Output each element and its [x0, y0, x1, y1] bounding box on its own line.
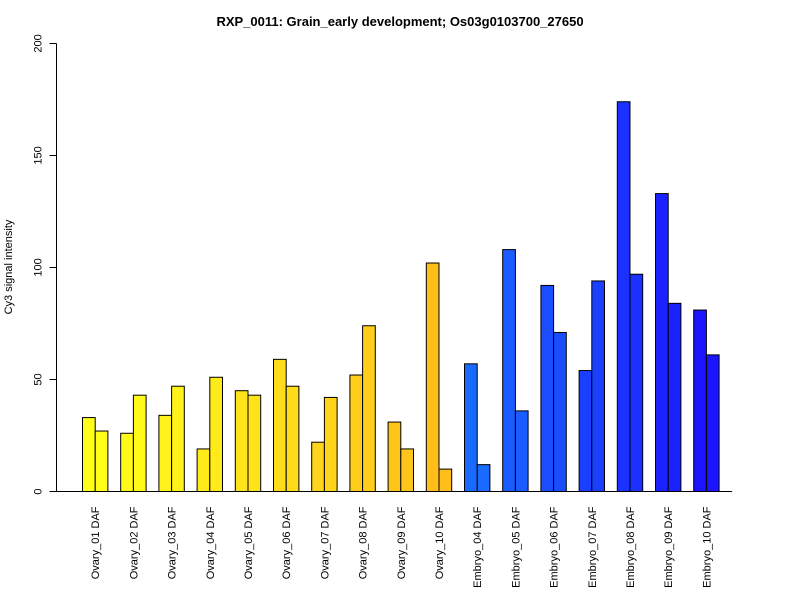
x-tick-label: Ovary_05 DAF: [243, 506, 255, 579]
x-tick-label: Embryo_08 DAF: [625, 506, 637, 588]
bar: [209, 376, 224, 493]
bar: [425, 262, 440, 492]
bar: [616, 101, 631, 493]
x-tick-labels: Ovary_01 DAF Ovary_02 DAF Ovary_03 DAF Ovar…: [90, 506, 713, 588]
bar: [655, 193, 669, 493]
bar: [578, 370, 593, 493]
bar: [502, 249, 516, 492]
x-tick-label: Ovary_07 DAF: [319, 506, 331, 579]
chart-title: RXP_0011: Grain_early development; Os03g…: [216, 14, 583, 29]
y-tick-label: 200: [33, 34, 45, 52]
bar: [196, 448, 211, 493]
y-tick-label: 50: [33, 373, 45, 385]
x-tick-label: Embryo_10 DAF: [701, 506, 713, 588]
x-tick-label: Ovary_08 DAF: [358, 506, 370, 579]
bar: [362, 325, 376, 492]
bar: [591, 280, 605, 492]
x-tick-label: Embryo_04 DAF: [472, 506, 484, 588]
bar: [387, 421, 402, 492]
y-tick-label: 150: [33, 146, 45, 164]
bar: [629, 273, 644, 492]
y-tick-label: 0: [33, 488, 45, 494]
bar: [540, 284, 555, 493]
x-tick-label: Ovary_09 DAF: [396, 506, 408, 579]
bar: [705, 354, 720, 492]
bar: [514, 410, 529, 492]
x-tick-label: Embryo_07 DAF: [587, 506, 599, 588]
x-tick-label: Ovary_04 DAF: [205, 506, 217, 579]
bar: [120, 432, 134, 493]
x-tick-label: Ovary_02 DAF: [128, 506, 140, 579]
bar: [323, 396, 338, 493]
bar: [158, 414, 173, 492]
bar: [171, 385, 185, 492]
x-tick-label: Embryo_06 DAF: [549, 506, 561, 588]
bar: [247, 394, 262, 492]
bar: [400, 448, 414, 493]
bar: [311, 441, 325, 492]
y-tick-label: 100: [33, 258, 45, 276]
bar: [94, 430, 109, 492]
bar: [132, 394, 147, 492]
x-tick-label: Embryo_09 DAF: [663, 506, 675, 588]
bar: [438, 468, 453, 493]
x-tick-label: Ovary_03 DAF: [167, 506, 179, 579]
x-tick-label: Embryo_05 DAF: [510, 506, 522, 588]
bars-group: [82, 101, 720, 493]
bar: [273, 358, 287, 492]
bar: [464, 363, 478, 493]
bar: [667, 302, 682, 492]
y-axis: 0 50 100 150 200: [33, 34, 57, 495]
bar: [693, 309, 707, 492]
bar: [285, 385, 300, 492]
bar: [234, 390, 249, 493]
bar: [82, 417, 96, 492]
bar: [476, 464, 491, 492]
bar: [349, 374, 364, 492]
x-tick-label: Ovary_06 DAF: [281, 506, 293, 579]
bar: [553, 331, 567, 492]
x-tick-label: Ovary_10 DAF: [434, 506, 446, 579]
x-tick-label: Ovary_01 DAF: [90, 506, 102, 579]
y-axis-label: Cy3 signal intensity: [3, 219, 15, 314]
